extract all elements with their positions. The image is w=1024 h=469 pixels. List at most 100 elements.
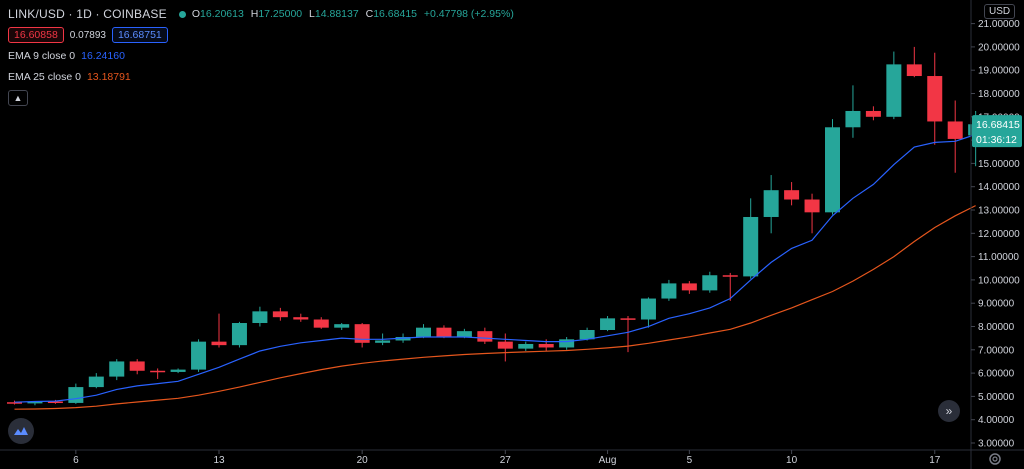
candle-body xyxy=(702,275,718,291)
candle-body xyxy=(886,64,902,117)
price-tick-label: 12.00000 xyxy=(978,229,1020,240)
spread-value: 0.07893 xyxy=(69,29,106,41)
candle xyxy=(640,297,656,328)
buy-button[interactable]: 16.68751 xyxy=(111,27,168,43)
candle-body xyxy=(477,331,493,342)
time-tick-label: 17 xyxy=(929,455,941,466)
price-tick-label: 10.00000 xyxy=(978,275,1020,286)
candle-body xyxy=(640,298,656,320)
market-status-dot xyxy=(178,10,186,18)
candle xyxy=(293,313,309,322)
candle xyxy=(7,400,22,405)
candle xyxy=(845,85,861,138)
price-tick-label: 15.00000 xyxy=(978,159,1020,170)
time-axis[interactable]: 6 13 20 27 Aug 5 10 17 xyxy=(73,450,941,466)
candle-body xyxy=(681,283,697,291)
ema25-label: EMA 25 close 0 xyxy=(8,71,81,83)
candle-body xyxy=(436,327,452,337)
candle-body xyxy=(211,341,227,346)
time-tick-label: 5 xyxy=(687,455,693,466)
candle xyxy=(947,100,963,173)
candle xyxy=(88,373,104,389)
candle xyxy=(927,52,943,145)
close-value: 16.68415 xyxy=(373,8,417,20)
price-tick-label: 3.00000 xyxy=(978,439,1015,450)
candle-body xyxy=(865,110,881,117)
time-tick-label: 6 xyxy=(73,455,79,466)
candle xyxy=(763,175,779,234)
candle-body xyxy=(47,401,63,404)
price-tick-label: 4.00000 xyxy=(978,415,1015,426)
candle-body xyxy=(538,343,554,348)
candle-body xyxy=(129,361,145,371)
price-tick-label: 8.00000 xyxy=(978,322,1015,333)
scroll-to-realtime-icon[interactable]: » xyxy=(938,400,960,422)
price-tick-label: 9.00000 xyxy=(978,299,1015,310)
last-price-label: 16.68415 xyxy=(976,119,1020,131)
candle-body xyxy=(845,110,861,128)
candle-body xyxy=(947,121,963,139)
candle-body xyxy=(150,370,166,373)
price-tick-label: 18.00000 xyxy=(978,89,1020,100)
candle xyxy=(865,106,881,121)
candle xyxy=(518,341,534,351)
candle-body xyxy=(518,343,534,349)
price-tick-label: 11.00000 xyxy=(978,252,1019,263)
candle xyxy=(886,51,902,120)
bid-ask-row: 16.60858 0.07893 16.68751 xyxy=(8,27,518,43)
candle xyxy=(272,307,288,321)
candle xyxy=(129,359,145,375)
candle xyxy=(743,198,759,279)
candle-body xyxy=(375,340,391,343)
candle-body xyxy=(784,190,800,200)
gear-icon[interactable] xyxy=(987,451,1003,467)
candle xyxy=(252,306,268,327)
ema9-line xyxy=(14,133,976,403)
change-value: +0.47798 (+2.95%) xyxy=(423,8,514,20)
time-tick-label: 20 xyxy=(357,455,369,466)
candle-body xyxy=(763,190,779,217)
chevron-up-icon[interactable]: ▲ xyxy=(8,90,28,106)
ema9-legend[interactable]: EMA 9 close 0 16.24160 xyxy=(8,48,518,64)
candle xyxy=(559,336,575,350)
candle xyxy=(579,327,595,341)
candle-body xyxy=(109,361,125,377)
candle xyxy=(211,313,227,348)
candle-body xyxy=(416,327,431,337)
candle xyxy=(334,323,350,330)
candle xyxy=(109,359,125,381)
candle-body xyxy=(906,64,922,77)
time-tick-label: 27 xyxy=(500,455,512,466)
candle-body xyxy=(927,76,943,122)
candle-body xyxy=(804,199,820,213)
sell-button[interactable]: 16.60858 xyxy=(8,27,64,43)
tradingview-logo-icon[interactable] xyxy=(8,418,34,444)
currency-button[interactable]: USD xyxy=(984,4,1016,19)
candle-body xyxy=(559,339,575,348)
candle xyxy=(313,317,329,329)
candle-body xyxy=(272,311,288,318)
candle xyxy=(804,193,820,234)
candle xyxy=(784,182,800,206)
ema9-label: EMA 9 close 0 xyxy=(8,50,76,62)
symbol-title[interactable]: LINK/USD · 1D · COINBASE xyxy=(8,7,167,21)
candle-body xyxy=(7,402,22,404)
candle-body xyxy=(600,318,616,330)
candle-body xyxy=(88,376,104,388)
chart-legend: LINK/USD · 1D · COINBASE O16.20613 H17.2… xyxy=(8,6,518,111)
candle-body xyxy=(579,329,595,340)
candle-body xyxy=(743,216,759,277)
last-price-tag: 16.68415 01:36:12 xyxy=(972,115,1022,148)
high-value: 17.25000 xyxy=(258,8,303,20)
candles xyxy=(7,46,984,406)
candle-body xyxy=(395,336,411,341)
candle xyxy=(906,46,922,78)
ema25-legend[interactable]: EMA 25 close 0 13.18791 xyxy=(8,69,518,85)
countdown-label: 01:36:12 xyxy=(976,134,1017,146)
price-axis[interactable]: 3.00000 4.00000 5.00000 6.00000 7.00000 8.000… xyxy=(971,19,1020,450)
candle xyxy=(68,383,84,404)
candle-body xyxy=(825,127,840,213)
time-tick-label: 13 xyxy=(213,455,225,466)
candle xyxy=(170,368,186,374)
